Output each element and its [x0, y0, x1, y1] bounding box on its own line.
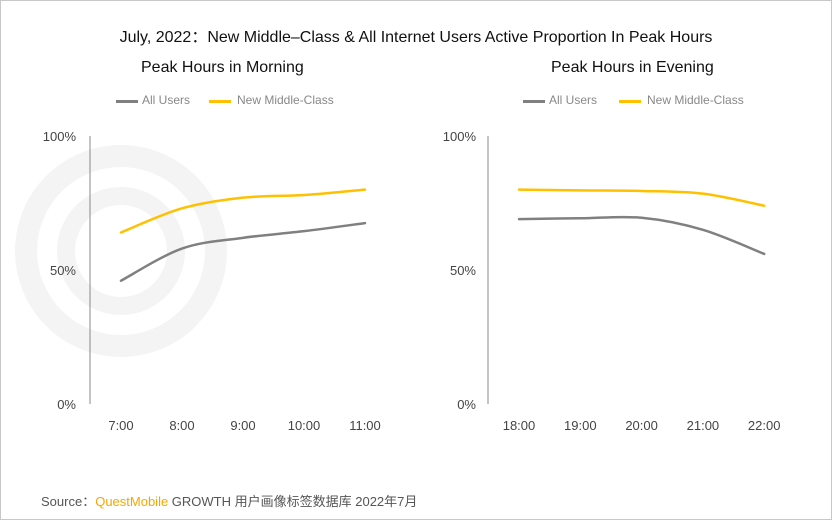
source-brand: QuestMobile: [95, 494, 169, 509]
legend-new-middle-class-swatch: [209, 100, 231, 103]
x-tick-label: 11:00: [349, 418, 381, 433]
x-tick-label: 8:00: [169, 418, 194, 433]
series-line-new-middle-class: [517, 188, 766, 207]
series-line-all-users: [517, 215, 766, 256]
x-tick-label: 9:00: [230, 418, 255, 433]
source-label: Source：: [41, 494, 96, 509]
legend-all-users-right: All Users: [549, 93, 598, 107]
legend-new-middle-class-right: New Middle-Class: [647, 93, 744, 107]
y-tick-label: 0%: [57, 397, 76, 412]
y-tick-label: 50%: [50, 263, 76, 278]
x-tick-label: 7:00: [108, 418, 133, 433]
y-tick-label: 50%: [450, 263, 476, 278]
source-note: Source：QuestMobile GROWTH 用户画像标签数据库 2022…: [41, 491, 417, 510]
x-tick-label: 22:00: [748, 418, 781, 433]
left-chart-title: Peak Hours in Morning: [141, 59, 304, 76]
source-text: GROWTH 用户画像标签数据库 2022年7月: [168, 494, 418, 509]
x-tick-label: 20:00: [625, 418, 658, 433]
y-tick-label: 100%: [443, 129, 477, 144]
x-tick-label: 18:00: [503, 418, 536, 433]
y-tick-label: 100%: [43, 129, 77, 144]
x-tick-label: 10:00: [288, 418, 321, 433]
legend-all-users-swatch: [116, 100, 138, 103]
legend-new-middle-class-swatch: [619, 100, 641, 103]
x-tick-label: 21:00: [687, 418, 720, 433]
legend-new-middle-class-left: New Middle-Class: [237, 93, 334, 107]
legend-all-users-left: All Users: [142, 93, 191, 107]
watermark-logo-icon: [15, 145, 227, 357]
series-line-new-middle-class: [119, 188, 367, 234]
chart-title: July, 2022：New Middle–Class & All Intern…: [119, 29, 713, 46]
series-line-all-users: [119, 221, 367, 282]
right-chart-title: Peak Hours in Evening: [551, 59, 714, 76]
legend-all-users-swatch: [523, 100, 545, 103]
y-tick-label: 0%: [457, 397, 476, 412]
x-tick-label: 19:00: [564, 418, 597, 433]
